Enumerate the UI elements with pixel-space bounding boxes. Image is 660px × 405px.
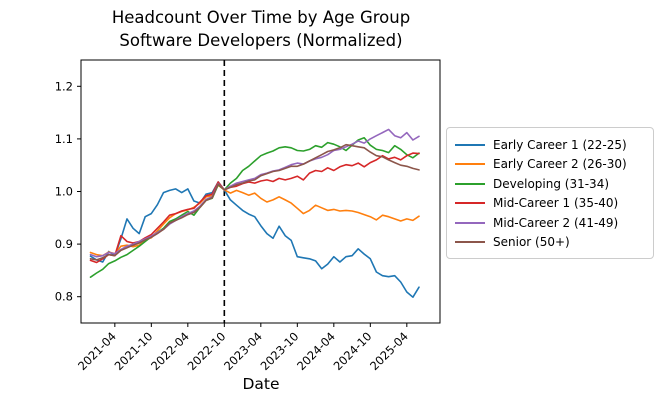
legend-line-sample [455, 241, 485, 244]
y-tick-label: 0.8 [55, 290, 73, 304]
legend-line-sample [455, 221, 485, 224]
series-line-mid-career-1-35-40 [89, 152, 420, 264]
legend-label: Mid-Career 2 (41-49) [493, 215, 619, 230]
legend-label: Early Career 2 (26-30) [493, 157, 627, 172]
series-line-developing-31-34 [89, 137, 420, 279]
legend-item-developing-31-34: Developing (31-34) [455, 174, 645, 194]
x-tick-label: 2021-04 [75, 329, 119, 373]
x-tick-label: 2022-04 [148, 329, 192, 373]
legend: Early Career 1 (22-25) Early Career 2 (26… [446, 127, 654, 259]
chart-title-line2: Software Developers (Normalized) [119, 31, 403, 50]
x-tick-label: 2022-10 [185, 329, 229, 373]
legend-item-mid-career-1-35-40: Mid-Career 1 (35-40) [455, 194, 645, 214]
y-tick-label: 1.1 [55, 132, 73, 146]
x-tick-label: 2025-04 [367, 329, 411, 373]
plot-box [80, 59, 441, 324]
x-axis-label: Date [242, 375, 280, 393]
legend-label: Developing (31-34) [493, 176, 610, 191]
chart-title-line1: Headcount Over Time by Age Group [111, 8, 411, 27]
y-tick-label: 0.9 [55, 237, 73, 251]
legend-line-sample [455, 202, 485, 205]
legend-item-mid-career-2-41-49: Mid-Career 2 (41-49) [455, 213, 645, 233]
x-tick-label: 2023-10 [258, 329, 302, 373]
x-tick-label: 2021-10 [112, 329, 156, 373]
legend-item-early-career-2-26-30: Early Career 2 (26-30) [455, 155, 645, 175]
series-line-senior-50 [89, 143, 420, 261]
x-tick-label: 2023-04 [221, 329, 265, 373]
y-tick-label: 1.2 [55, 79, 73, 93]
legend-line-sample [455, 163, 485, 166]
x-tick-label: 2024-10 [331, 329, 375, 373]
chart-title: Headcount Over Time by Age Group Softwar… [81, 6, 441, 52]
legend-item-senior-50: Senior (50+) [455, 233, 645, 253]
legend-line-sample [455, 143, 485, 146]
x-tick-label: 2024-04 [294, 329, 338, 373]
y-tick-label: 1.0 [55, 185, 73, 199]
legend-label: Early Career 1 (22-25) [493, 137, 627, 152]
legend-label: Senior (50+) [493, 235, 570, 250]
series-line-mid-career-2-41-49 [89, 128, 420, 258]
legend-label: Mid-Career 1 (35-40) [493, 196, 619, 211]
legend-item-early-career-1-22-25: Early Career 1 (22-25) [455, 135, 645, 155]
legend-line-sample [455, 182, 485, 185]
series-line-early-career-1-22-25 [89, 181, 420, 299]
